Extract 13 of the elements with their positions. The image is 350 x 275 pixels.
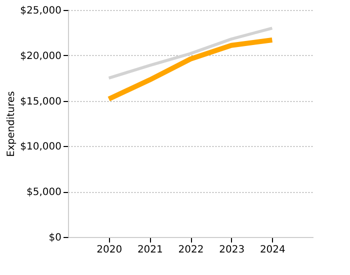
y-tick-label: $25,000 [20,6,62,16]
x-tick-label: 2021 [137,244,163,256]
y-tick-label: $5,000 [26,187,62,198]
x-tick-label: 2023 [219,244,245,256]
x-tick-label: 2022 [178,244,204,256]
y-tick-label: $15,000 [20,96,62,108]
x-tick-label: 2024 [260,244,286,256]
y-tick-label: $0 [48,232,62,244]
y-tick-label: $20,000 [20,50,62,62]
y-tick-label: $10,000 [20,142,62,153]
y-axis-title: Expenditures [6,91,18,157]
x-tick-label: 2020 [96,244,122,256]
line-series [107,26,274,80]
